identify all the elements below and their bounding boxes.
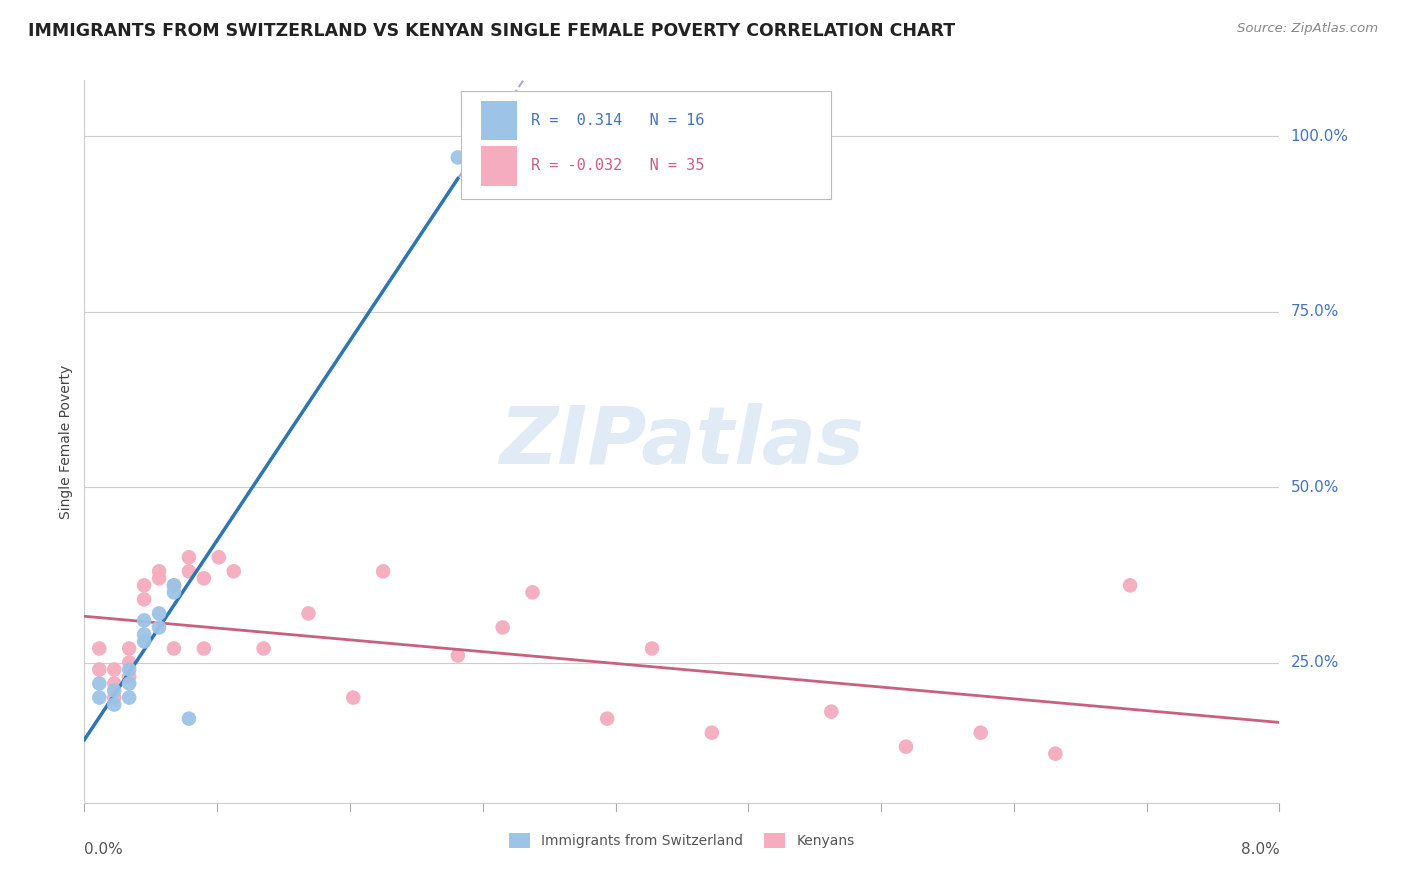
Text: 100.0%: 100.0% <box>1291 129 1348 144</box>
Point <box>163 585 186 599</box>
Point <box>297 607 319 621</box>
Text: Source: ZipAtlas.com: Source: ZipAtlas.com <box>1237 22 1378 36</box>
Text: 8.0%: 8.0% <box>1240 842 1279 856</box>
Point <box>148 564 170 578</box>
Point <box>103 690 125 705</box>
Point <box>103 676 125 690</box>
Text: 75.0%: 75.0% <box>1291 304 1339 319</box>
Point <box>1119 578 1142 592</box>
Point <box>447 151 470 165</box>
Point <box>103 698 125 712</box>
Point <box>163 641 186 656</box>
Point <box>222 564 245 578</box>
Point <box>342 690 364 705</box>
Point <box>253 641 276 656</box>
Point <box>132 634 156 648</box>
Point <box>118 663 141 677</box>
Point <box>193 571 215 585</box>
Point <box>118 669 141 683</box>
Point <box>1045 747 1067 761</box>
Point <box>89 676 111 690</box>
Point <box>820 705 842 719</box>
Point <box>132 592 156 607</box>
FancyBboxPatch shape <box>461 91 831 200</box>
Point <box>522 585 544 599</box>
Point <box>118 676 141 690</box>
Point <box>177 712 200 726</box>
Point <box>118 641 141 656</box>
Point <box>894 739 917 754</box>
Legend: Immigrants from Switzerland, Kenyans: Immigrants from Switzerland, Kenyans <box>503 828 860 854</box>
Text: R = -0.032   N = 35: R = -0.032 N = 35 <box>531 159 704 173</box>
Point <box>970 725 993 739</box>
Point <box>103 683 125 698</box>
FancyBboxPatch shape <box>481 146 517 186</box>
Point <box>596 712 619 726</box>
Point <box>132 627 156 641</box>
Point <box>132 578 156 592</box>
Point <box>118 656 141 670</box>
Point <box>148 620 170 634</box>
Point <box>132 614 156 628</box>
Text: ZIPatlas: ZIPatlas <box>499 402 865 481</box>
Point <box>148 571 170 585</box>
Y-axis label: Single Female Poverty: Single Female Poverty <box>59 365 73 518</box>
Text: 25.0%: 25.0% <box>1291 655 1339 670</box>
Point <box>163 578 186 592</box>
Text: 50.0%: 50.0% <box>1291 480 1339 495</box>
Point <box>447 648 470 663</box>
Point <box>89 690 111 705</box>
FancyBboxPatch shape <box>481 101 517 140</box>
Point <box>193 641 215 656</box>
Point <box>89 663 111 677</box>
Point <box>103 663 125 677</box>
Point <box>177 564 200 578</box>
Point <box>89 641 111 656</box>
Point <box>641 641 664 656</box>
Point <box>492 620 515 634</box>
Point <box>148 607 170 621</box>
Point <box>177 550 200 565</box>
Point <box>208 550 231 565</box>
Point <box>700 725 723 739</box>
Text: R =  0.314   N = 16: R = 0.314 N = 16 <box>531 113 704 128</box>
Text: 0.0%: 0.0% <box>84 842 124 856</box>
Point <box>118 690 141 705</box>
Point <box>163 578 186 592</box>
Text: IMMIGRANTS FROM SWITZERLAND VS KENYAN SINGLE FEMALE POVERTY CORRELATION CHART: IMMIGRANTS FROM SWITZERLAND VS KENYAN SI… <box>28 22 955 40</box>
Point <box>373 564 395 578</box>
